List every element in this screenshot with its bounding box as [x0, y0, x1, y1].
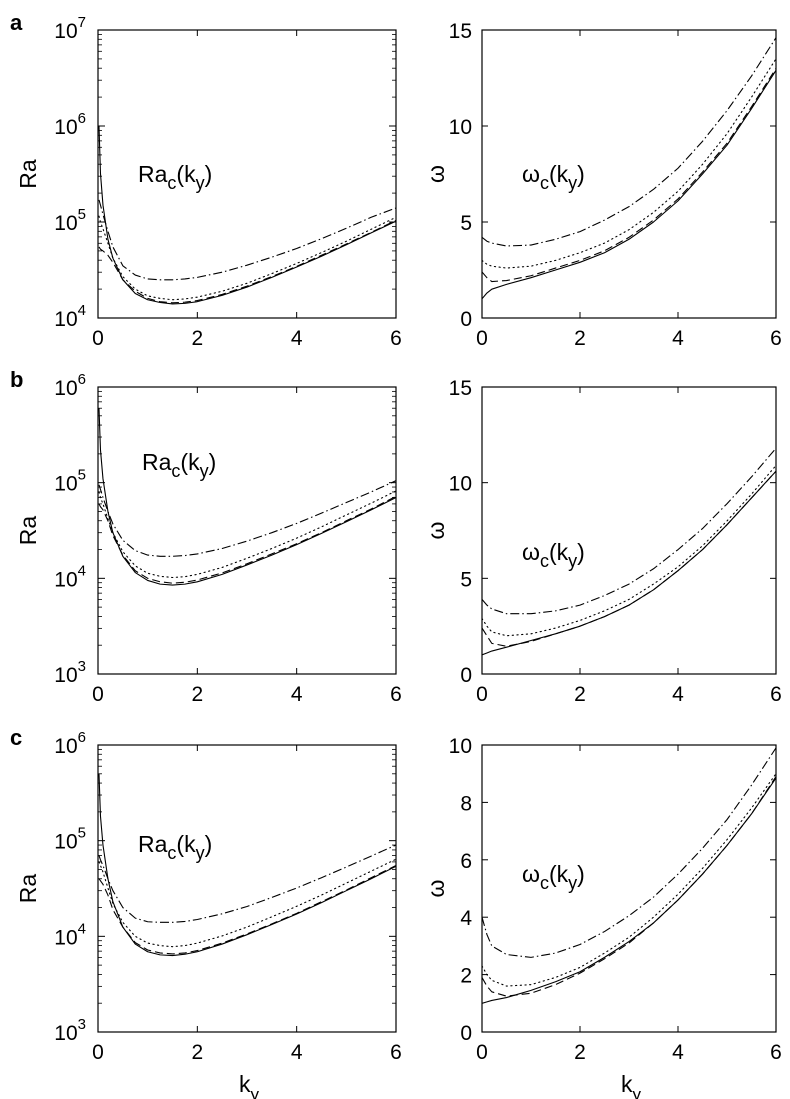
series-line-dashed: [98, 219, 396, 304]
y-tick-label: 10: [449, 473, 472, 496]
y-tick-label: 107: [54, 14, 86, 43]
panel-c-ra: 0 2 4 6 103 104 105 106 Ra ky Rac(ky) c: [10, 725, 402, 1099]
plot-frame: [481, 744, 777, 1033]
x-tick-label: 6: [390, 327, 402, 350]
y-tick-label: 104: [54, 562, 86, 591]
plot-frame: [481, 29, 777, 319]
y-tick-label: 5: [460, 568, 472, 591]
series-line-solid: [98, 408, 396, 586]
series-line-dashed: [482, 776, 776, 997]
curve-annotation: Rac(ky): [138, 161, 212, 193]
x-tick-label: 0: [92, 327, 104, 350]
x-tick-label: 4: [291, 683, 303, 706]
x-tick-label: 6: [770, 1041, 782, 1064]
x-tick-label: 6: [770, 683, 782, 706]
y-tick-label: 4: [460, 907, 472, 930]
x-tick-label: 0: [92, 1041, 104, 1064]
x-axis-label: ky: [239, 1071, 260, 1099]
curve-annotation: Rac(ky): [142, 449, 216, 481]
y-axis-label: Ra: [15, 874, 41, 904]
series-line-solid: [98, 773, 396, 957]
y-tick-label: 5: [460, 212, 472, 235]
y-tick-label: 104: [54, 302, 86, 331]
y-tick-label: 106: [54, 110, 86, 139]
series-line-dotted: [98, 215, 396, 301]
x-tick-label: 6: [390, 1041, 402, 1064]
y-tick-label: 105: [54, 467, 86, 496]
series-line-dashed: [98, 495, 396, 584]
y-tick-label: 2: [460, 965, 472, 988]
series-line-dashed: [482, 68, 776, 283]
y-tick-label: 8: [460, 792, 472, 815]
plot-frame: [97, 744, 397, 1033]
x-tick-label: 2: [191, 1041, 203, 1064]
plot-frame: [97, 386, 397, 675]
x-tick-label: 0: [476, 327, 488, 350]
series-line-dashdot: [98, 480, 396, 557]
curve-annotation: ωc(ky): [522, 161, 585, 193]
y-tick-label: 0: [460, 1022, 472, 1045]
y-tick-label: 0: [460, 664, 472, 687]
y-tick-label: 6: [460, 850, 472, 873]
y-tick-label: 105: [54, 825, 86, 854]
plot-frame: [97, 29, 397, 319]
panel-a-ra: 0 2 4 6 104 105 106 107 Ra Rac(ky) a: [10, 10, 402, 350]
x-tick-label: 0: [476, 1041, 488, 1064]
series-line-solid: [482, 70, 776, 300]
panel-label: c: [10, 725, 22, 750]
y-tick-label: 10: [449, 116, 472, 139]
y-tick-label: 103: [54, 1016, 86, 1045]
series-line-dotted: [482, 58, 776, 269]
panel-c-omega: 0 2 4 6 0 2 4 6 8 10 ω ky ωc(ky): [423, 735, 782, 1099]
x-tick-label: 4: [672, 683, 684, 706]
y-tick-label: 10: [449, 735, 472, 758]
y-tick-label: 104: [54, 920, 86, 949]
x-axis-label: ky: [621, 1071, 642, 1099]
y-axis-label: ω: [423, 521, 449, 539]
series-line-dashed: [98, 865, 396, 955]
y-tick-label: 105: [54, 206, 86, 235]
series-line-dashdot: [98, 199, 396, 281]
x-tick-label: 2: [574, 1041, 586, 1064]
y-axis-label: Ra: [15, 516, 41, 546]
x-tick-label: 0: [476, 683, 488, 706]
panel-label: a: [10, 10, 23, 35]
x-tick-label: 2: [191, 327, 203, 350]
series-line-dotted: [98, 858, 396, 948]
y-tick-label: 106: [54, 371, 86, 400]
y-tick-label: 15: [449, 20, 472, 43]
curve-annotation: ωc(ky): [522, 861, 585, 893]
series-line-dashdot: [98, 844, 396, 923]
series-line-dashdot: [482, 37, 776, 247]
x-tick-label: 2: [191, 683, 203, 706]
panel-a-omega: 0 2 4 6 0 5 10 15 ω ωc(ky): [423, 20, 782, 350]
curve-annotation: ωc(ky): [522, 539, 585, 571]
curve-annotation: Rac(ky): [138, 831, 212, 863]
y-axis-label: Ra: [15, 159, 41, 189]
y-tick-label: 106: [54, 729, 86, 758]
panel-label: b: [10, 367, 23, 392]
x-tick-label: 4: [291, 327, 303, 350]
y-axis-label: ω: [423, 165, 449, 183]
x-tick-label: 2: [574, 327, 586, 350]
x-tick-label: 4: [291, 1041, 303, 1064]
plot-frame: [481, 386, 777, 675]
y-tick-label: 103: [54, 658, 86, 687]
series-line-dashdot: [482, 747, 776, 958]
y-tick-label: 0: [460, 308, 472, 331]
x-tick-label: 0: [92, 683, 104, 706]
x-tick-label: 4: [672, 327, 684, 350]
panel-b-ra: 0 2 4 6 103 104 105 106 Ra Rac(ky) b: [10, 367, 402, 706]
series-line-solid: [98, 125, 396, 305]
y-tick-label: 15: [449, 377, 472, 400]
panel-b-omega: 0 2 4 6 0 5 10 15 ω ωc(ky): [423, 377, 782, 706]
x-tick-label: 4: [672, 1041, 684, 1064]
y-axis-label: ω: [423, 879, 449, 897]
x-tick-label: 6: [770, 327, 782, 350]
series-line-dashdot: [482, 447, 776, 615]
x-tick-label: 2: [574, 683, 586, 706]
x-tick-label: 6: [390, 683, 402, 706]
series-line-dashed: [482, 470, 776, 647]
